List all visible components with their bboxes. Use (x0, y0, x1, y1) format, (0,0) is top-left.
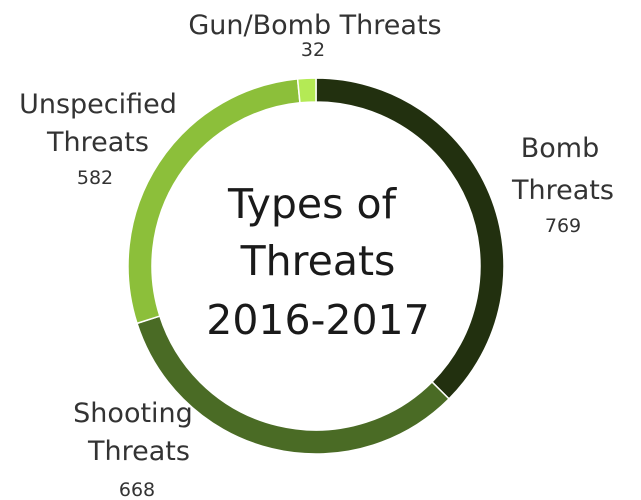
chart-title-line3: 2016-2017 (206, 296, 429, 344)
chart-title: Types of Threats 2016-2017 (206, 180, 429, 344)
slice-label-bomb-threats-line1: Bomb (521, 133, 599, 164)
slice-value-unspecified-threats: 582 (77, 167, 113, 189)
slice-value-shooting-threats: 668 (119, 479, 155, 500)
slice-value-gun-bomb-threats: 32 (301, 39, 325, 61)
chart-title-line1: Types of (227, 180, 398, 228)
slice-label-unspecified-threats-line1: Unspecified (19, 89, 177, 120)
chart-title-line2: Threats (240, 237, 396, 285)
slice-label-gun-bomb-threats: Gun/Bomb Threats (188, 10, 441, 41)
slice-label-unspecified-threats-line2: Threats (46, 127, 149, 158)
slice-label-bomb-threats-line2: Threats (511, 175, 614, 206)
slice-value-bomb-threats: 769 (545, 215, 581, 237)
slice-gun-bomb-threats (296, 77, 317, 104)
slice-labels: Bomb Threats 769 Shooting Threats 668 Un… (19, 10, 614, 500)
slice-label-shooting-threats-line1: Shooting (73, 398, 193, 429)
slice-label-shooting-threats-line2: Threats (87, 436, 190, 467)
donut-slices (127, 77, 505, 455)
